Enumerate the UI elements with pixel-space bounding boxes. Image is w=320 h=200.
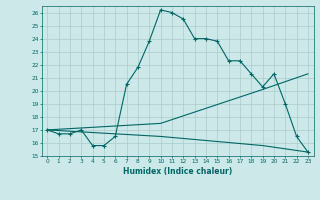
X-axis label: Humidex (Indice chaleur): Humidex (Indice chaleur) xyxy=(123,167,232,176)
